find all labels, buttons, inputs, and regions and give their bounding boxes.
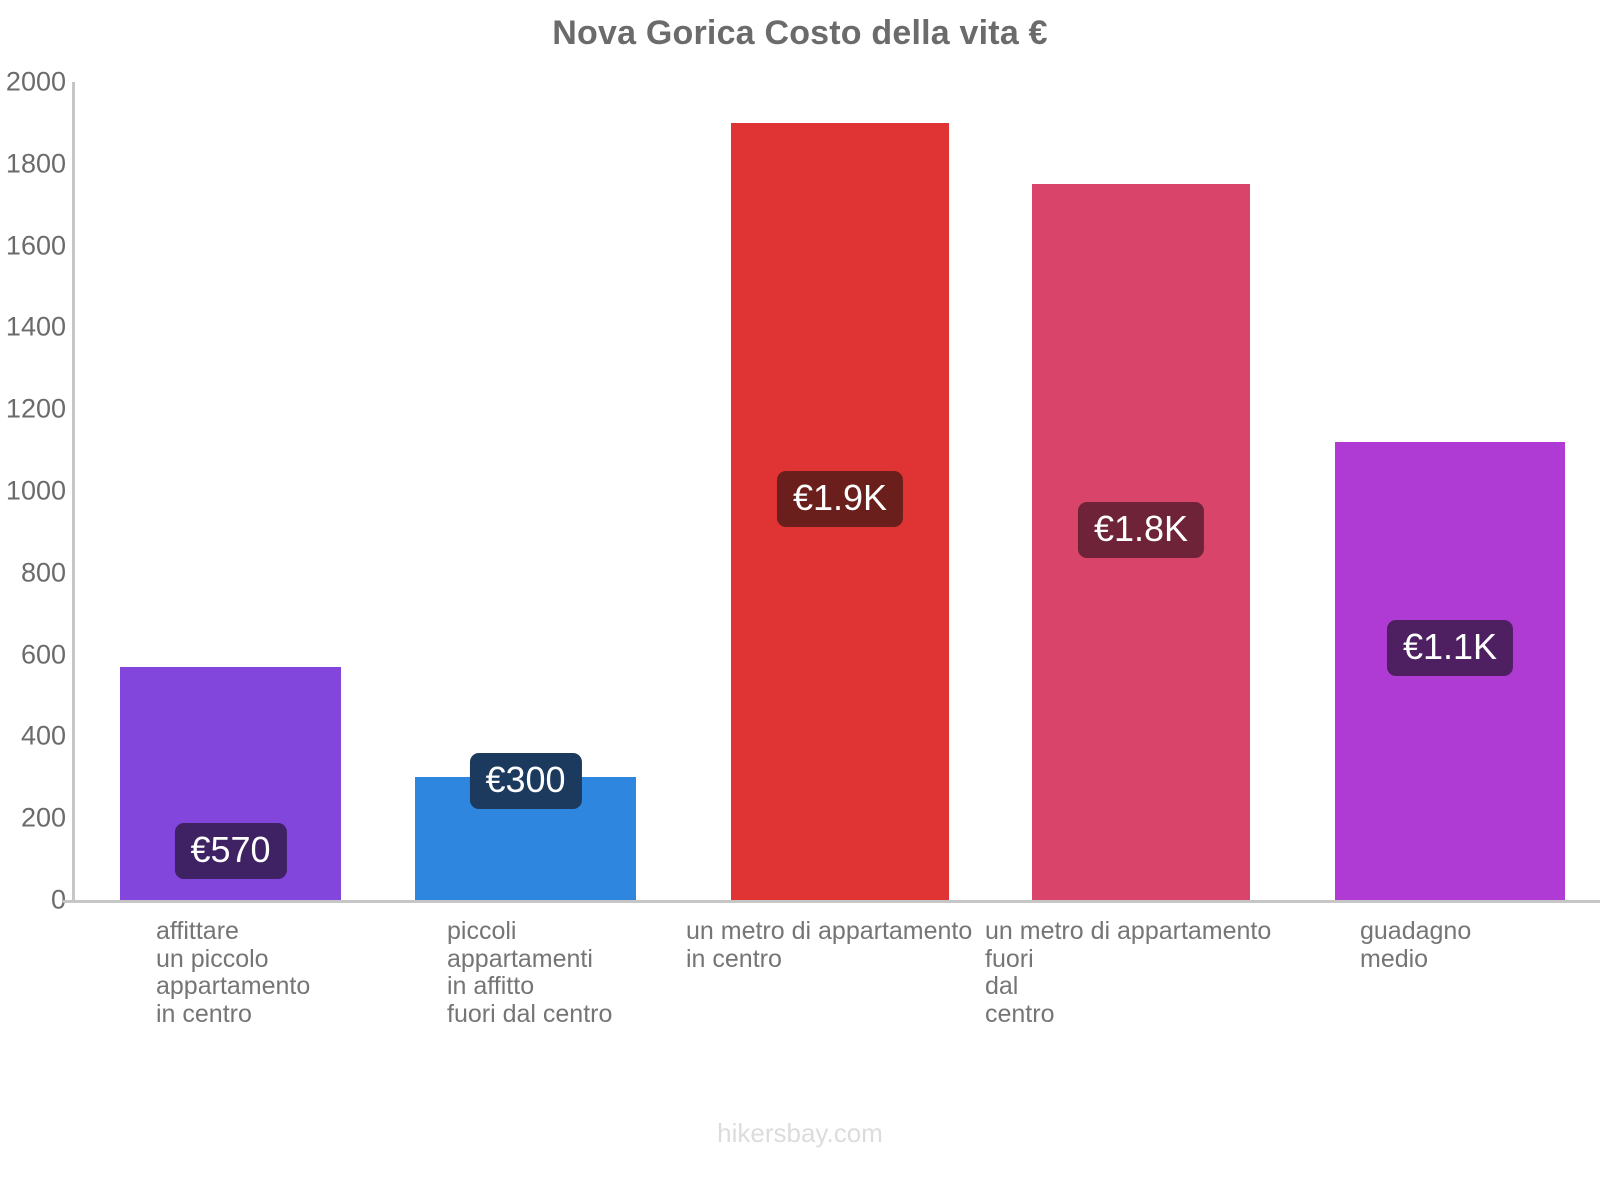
x-axis-line [63, 900, 1600, 903]
y-axis-tick-label: 1400 [5, 311, 66, 342]
bar-value-badge: €1.9K [776, 470, 904, 527]
x-axis-category-label: affittare un piccolo appartamento in cen… [156, 917, 311, 1028]
y-axis-tick-labels: 0 200 400 600 800 1000 1200 1400 1600 1800 2000 [0, 67, 66, 915]
bar-value-badge: €570 [174, 822, 287, 879]
x-axis-category-label: guadagno medio [1360, 917, 1472, 973]
x-axis-category-labels: affittare un piccolo appartamento in cen… [72, 917, 1572, 1098]
bar-value-badge: €1.8K [1077, 502, 1205, 559]
bar[interactable]: €570 [120, 666, 341, 900]
y-axis-tick-label: 1600 [5, 230, 66, 261]
bar[interactable]: €1.8K [1032, 184, 1250, 900]
y-axis-tick-label: 600 [20, 639, 66, 670]
y-axis-tick-label: 1200 [5, 393, 66, 424]
bar-value-badge: €1.1K [1386, 619, 1514, 676]
y-axis-tick-label: 400 [20, 720, 66, 751]
x-axis-category-label: un metro di appartamento in centro [686, 917, 973, 973]
y-axis-tick-label: 1000 [5, 475, 66, 506]
bar[interactable]: €1.9K [731, 122, 949, 900]
footer-watermark: hikersbay.com [717, 1118, 883, 1148]
y-axis-tick-label: 0 [50, 884, 66, 915]
bar[interactable]: €1.1K [1335, 441, 1565, 900]
y-axis-tick-label: 1800 [5, 148, 66, 179]
bar-value-badge: €300 [469, 753, 582, 810]
x-axis-category-label: piccoli appartamenti in affitto fuori da… [447, 917, 613, 1028]
y-axis-tick-label: 200 [20, 802, 66, 833]
plot-area: €570 €300 €1.9K €1.8K €1.1K [72, 82, 1572, 900]
y-axis-tick-label: 2000 [5, 66, 66, 97]
x-axis-category-label: un metro di appartamento fuori dal centr… [985, 917, 1272, 1028]
chart-title: Nova Gorica Costo della vita € [552, 14, 1048, 52]
y-axis-tick-label: 800 [20, 557, 66, 588]
bar[interactable]: €300 [415, 753, 636, 900]
y-axis-line [72, 82, 75, 900]
